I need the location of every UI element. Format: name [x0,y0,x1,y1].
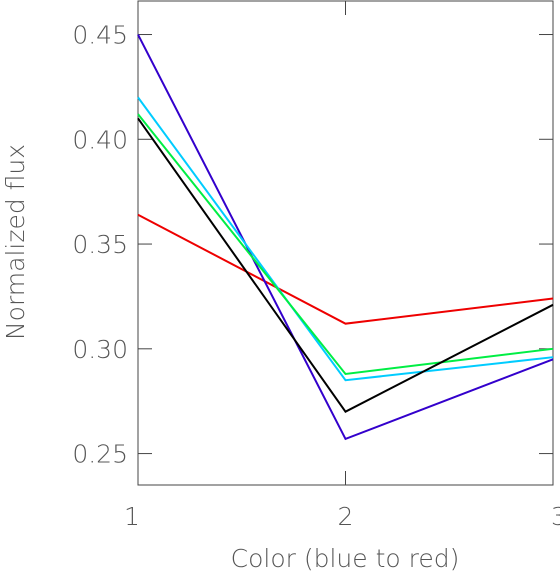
y-tick-label: 0.40 [72,125,128,154]
x-tick-label: 1 [124,502,140,531]
series-line [137,117,554,413]
series-line [137,34,554,441]
series-line [137,213,554,325]
y-axis-label: Normalized flux [1,144,30,340]
x-axis-label: Color (blue to red) [231,544,460,573]
series-line [137,113,554,376]
y-tick-label: 0.30 [72,335,128,364]
y-tick-label: 0.25 [72,440,128,469]
x-tick-label: 2 [338,502,354,531]
x-tick-label: 3 [551,502,560,531]
series-line [137,96,554,382]
y-tick-label: 0.35 [72,230,128,259]
y-tick-label: 0.45 [72,21,128,50]
